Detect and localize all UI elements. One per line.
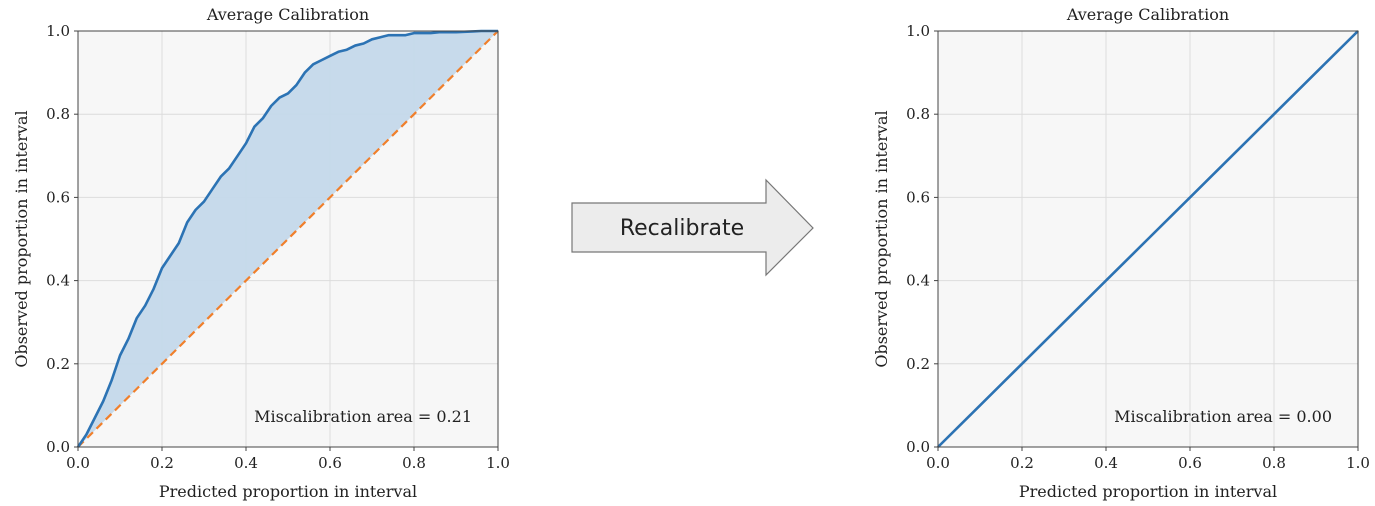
y-tick-label: 0.6 bbox=[46, 188, 70, 206]
y-tick-label: 0.0 bbox=[46, 438, 70, 456]
x-tick-label: 0.8 bbox=[1262, 454, 1286, 472]
y-tick-label: 0.0 bbox=[906, 438, 930, 456]
chart-title: Average Calibration bbox=[206, 5, 369, 24]
miscalibration-annotation: Miscalibration area = 0.00 bbox=[1114, 407, 1332, 426]
y-tick-label: 0.8 bbox=[46, 105, 70, 123]
x-tick-label: 1.0 bbox=[486, 454, 510, 472]
x-tick-label: 0.4 bbox=[1094, 454, 1118, 472]
y-tick-label: 0.6 bbox=[906, 188, 930, 206]
y-tick-label: 0.2 bbox=[906, 355, 930, 373]
y-axis-label: Observed proportion in interval bbox=[12, 110, 31, 367]
observed-calibration-line bbox=[76, 29, 498, 448]
right-calibration-chart: 0.0 0.2 0.4 0.6 0.8 1.0 0.0 0.2 0.4 0.6 0.8 1.0 Aver… bbox=[872, 5, 1370, 501]
x-axis-label: Predicted proportion in interval bbox=[159, 482, 417, 501]
recalibrate-arrow: Recalibrate bbox=[571, 178, 814, 277]
x-tick-label: 0.2 bbox=[1010, 454, 1034, 472]
y-tick-label: 0.8 bbox=[906, 105, 930, 123]
x-tick-label: 0.8 bbox=[402, 454, 426, 472]
arrow-label: Recalibrate bbox=[620, 216, 744, 241]
plot-border bbox=[77, 30, 499, 448]
y-tick-label: 0.2 bbox=[46, 355, 70, 373]
y-tick-label: 1.0 bbox=[46, 22, 70, 40]
x-tick-label: 0.6 bbox=[1178, 454, 1202, 472]
x-tick-label: 0.0 bbox=[926, 454, 950, 472]
x-tick-label: 1.0 bbox=[1346, 454, 1370, 472]
y-tick-label: 1.0 bbox=[906, 22, 930, 40]
x-axis-label: Predicted proportion in interval bbox=[1019, 482, 1277, 501]
y-tick-label: 0.4 bbox=[46, 272, 70, 290]
x-tick-label: 0.4 bbox=[234, 454, 258, 472]
x-tick-label: 0.2 bbox=[150, 454, 174, 472]
plot-border bbox=[937, 30, 1359, 448]
x-tick-label: 0.6 bbox=[318, 454, 342, 472]
observed-calibration-line bbox=[937, 30, 1359, 448]
left-calibration-chart: 0.0 0.2 0.4 0.6 0.8 1.0 0.0 0.2 0.4 0.6 0.8 1.0 Aver… bbox=[12, 5, 510, 501]
arrow-shape bbox=[571, 178, 814, 277]
y-tick-label: 0.4 bbox=[906, 272, 930, 290]
ideal-calibration-line bbox=[77, 30, 499, 448]
y-axis-label: Observed proportion in interval bbox=[872, 110, 891, 367]
x-tick-label: 0.0 bbox=[66, 454, 90, 472]
miscalibration-annotation: Miscalibration area = 0.21 bbox=[254, 407, 472, 426]
chart-title: Average Calibration bbox=[1066, 5, 1229, 24]
